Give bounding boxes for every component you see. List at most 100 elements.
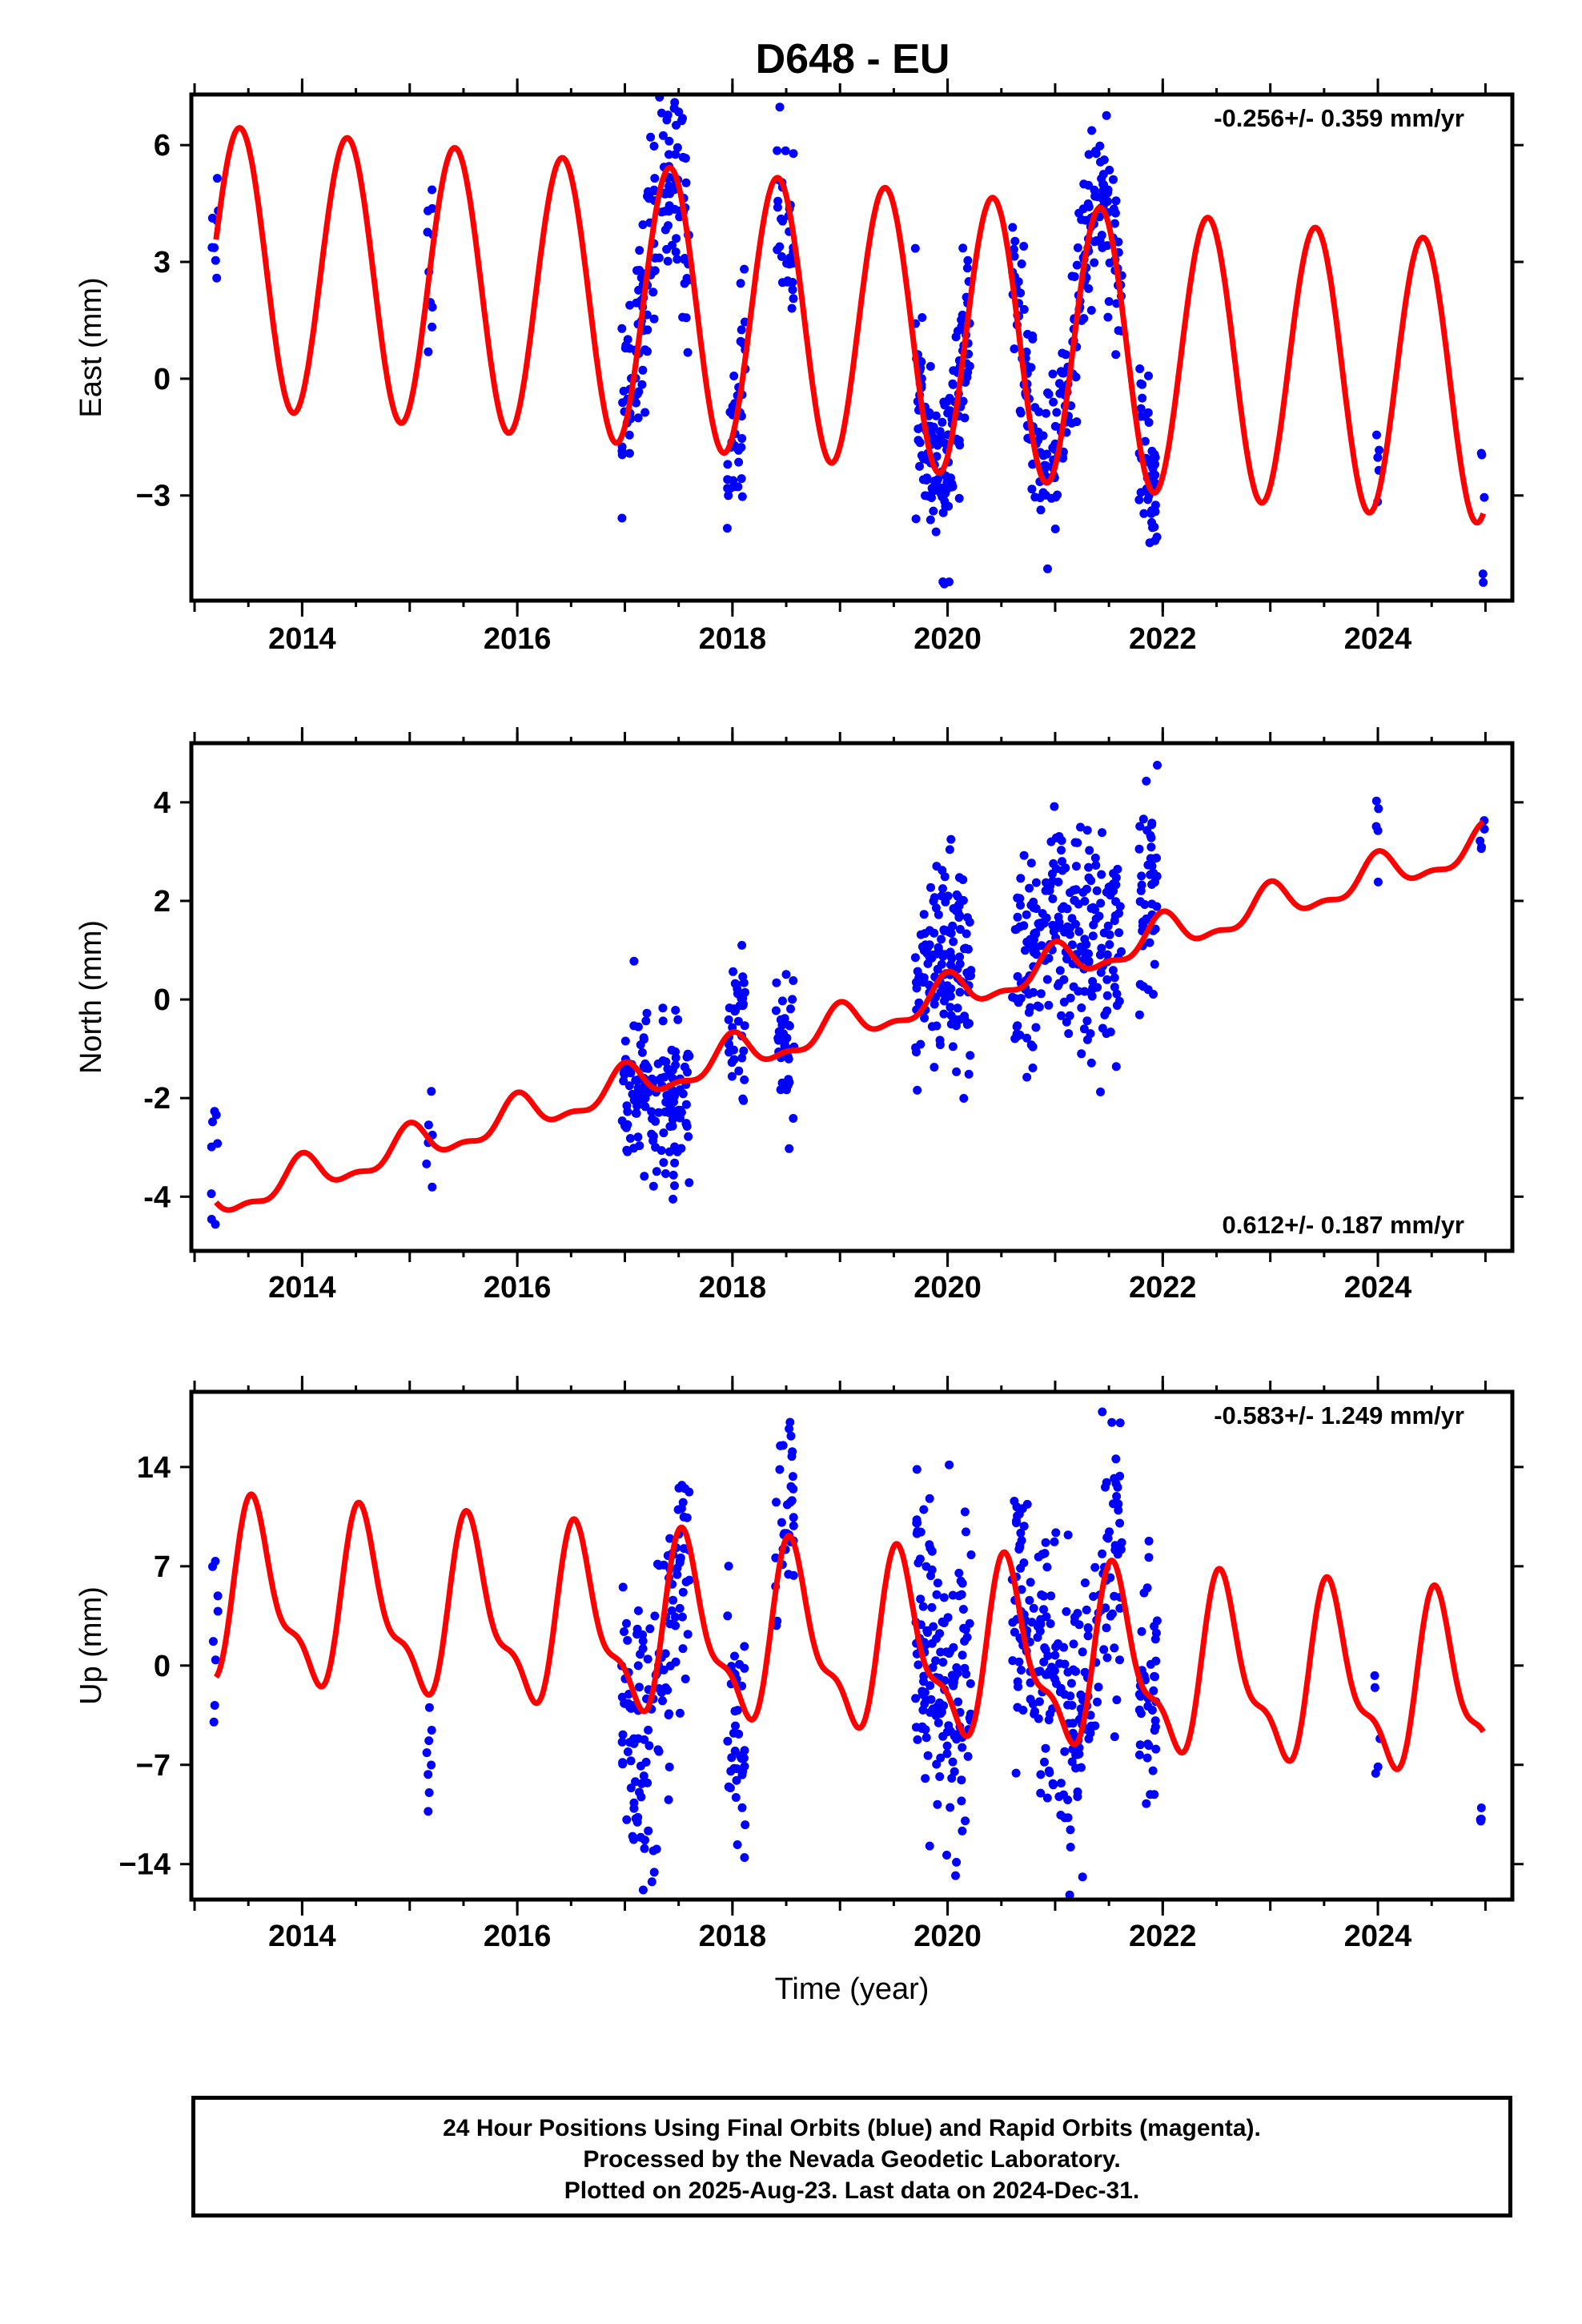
data-point — [1134, 495, 1144, 505]
data-point — [784, 1570, 793, 1579]
data-point — [913, 1518, 922, 1528]
data-point — [724, 491, 733, 501]
data-point — [1010, 251, 1019, 261]
data-point — [1040, 1643, 1050, 1652]
data-point — [1015, 406, 1025, 416]
data-point — [636, 1095, 645, 1104]
data-point — [1143, 408, 1153, 417]
y-tick-label: 7 — [154, 1550, 171, 1584]
data-point — [1150, 507, 1160, 517]
east-model-curve — [213, 125, 1486, 526]
data-point — [1138, 814, 1148, 824]
data-point — [1479, 577, 1488, 587]
data-point — [1117, 1538, 1126, 1547]
data-point — [912, 1047, 921, 1057]
data-point — [722, 524, 732, 533]
data-point — [1070, 272, 1079, 281]
data-point — [737, 994, 746, 1003]
up-frame — [189, 1389, 1515, 1902]
data-point — [665, 1619, 675, 1629]
data-point — [955, 440, 965, 450]
data-point — [937, 891, 946, 901]
data-point — [622, 1815, 632, 1824]
data-point — [1052, 408, 1062, 417]
data-point — [678, 152, 688, 162]
data-point — [1113, 1482, 1122, 1492]
data-point — [424, 1788, 434, 1797]
data-point — [211, 1110, 221, 1120]
data-point — [1146, 1659, 1155, 1669]
data-point — [1010, 236, 1020, 246]
data-point — [668, 240, 677, 250]
data-point — [624, 430, 634, 440]
data-point — [773, 1035, 783, 1045]
data-point — [737, 1803, 747, 1812]
data-point — [626, 1783, 636, 1793]
data-point — [1105, 165, 1114, 175]
data-point — [772, 1498, 781, 1507]
data-point — [954, 493, 964, 503]
data-point — [672, 120, 681, 130]
data-point — [673, 255, 682, 264]
data-point — [428, 1182, 437, 1192]
data-point — [1102, 991, 1112, 1000]
data-point — [1083, 1631, 1093, 1641]
data-point — [1084, 180, 1094, 190]
data-point — [210, 1701, 219, 1710]
data-point — [632, 1108, 641, 1118]
data-point — [788, 995, 797, 1004]
data-point — [1070, 895, 1079, 905]
data-point — [957, 1775, 966, 1785]
data-point — [1110, 983, 1119, 992]
data-point — [923, 959, 933, 968]
data-point — [1013, 1677, 1022, 1687]
data-point — [723, 1736, 733, 1746]
data-point — [958, 1743, 967, 1752]
data-point — [949, 380, 958, 389]
data-point — [622, 1101, 632, 1111]
data-point — [626, 1068, 636, 1078]
data-point — [427, 1087, 436, 1096]
data-point — [665, 1100, 674, 1110]
data-point — [661, 1649, 670, 1659]
data-point — [1102, 950, 1112, 959]
data-point — [775, 103, 785, 112]
data-point — [683, 1068, 692, 1077]
data-point — [955, 959, 965, 969]
east-y-axis-label: East (mm) — [74, 277, 108, 417]
data-point — [934, 475, 942, 485]
data-point — [926, 1543, 935, 1553]
data-point — [950, 1767, 959, 1776]
data-point — [625, 300, 635, 310]
footer-line-3: Plotted on 2025-Aug-23. Last data on 202… — [564, 2177, 1140, 2204]
data-point — [724, 1562, 733, 1571]
data-point — [1078, 1872, 1087, 1882]
y-tick-label: 3 — [154, 246, 171, 279]
data-point — [736, 279, 745, 288]
data-point — [1086, 1711, 1095, 1720]
data-point — [930, 999, 939, 1009]
data-point — [668, 1115, 677, 1124]
data-point — [665, 1763, 674, 1771]
data-point — [734, 457, 744, 467]
data-point — [681, 1577, 691, 1586]
data-point — [926, 883, 935, 892]
data-point — [673, 1505, 683, 1514]
data-point — [675, 1708, 685, 1718]
data-point — [664, 1795, 673, 1804]
data-point — [1041, 1743, 1050, 1753]
data-point — [1088, 903, 1098, 912]
data-point — [958, 1605, 968, 1614]
data-point — [932, 1634, 941, 1643]
data-point — [955, 987, 965, 997]
data-point — [1009, 244, 1018, 254]
data-point — [620, 1627, 628, 1636]
data-point — [934, 943, 943, 952]
data-point — [618, 398, 628, 408]
data-point — [1135, 1740, 1145, 1750]
data-point — [1096, 899, 1106, 908]
data-point — [731, 1793, 741, 1802]
data-point — [926, 1695, 936, 1704]
data-point — [1137, 1626, 1146, 1636]
data-point — [665, 1068, 674, 1078]
